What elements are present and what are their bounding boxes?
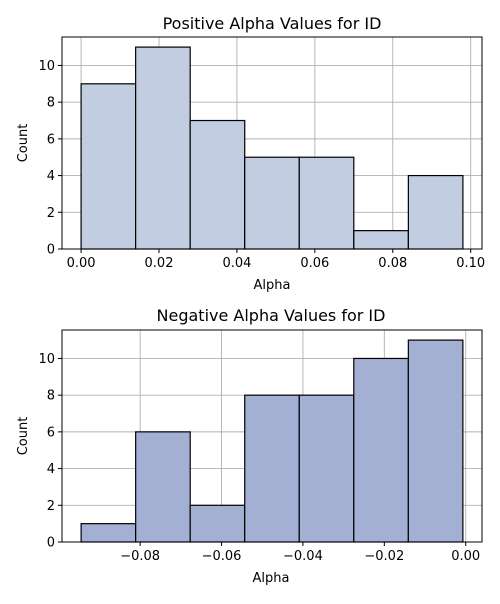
histogram-bar-positive bbox=[135, 46, 191, 250]
histogram-bar-negative bbox=[244, 394, 300, 543]
y-tick-label-negative: 4 bbox=[47, 462, 55, 477]
x-tick-label-positive: 0.08 bbox=[378, 256, 407, 271]
y-tick-label-negative: 10 bbox=[38, 352, 55, 367]
chart-positive: Positive Alpha Values for ID Alpha Count… bbox=[16, 14, 485, 293]
y-tick-label-negative: 6 bbox=[47, 425, 55, 440]
y-tick-label-positive: 10 bbox=[38, 59, 55, 74]
axes-frame-positive bbox=[61, 36, 483, 250]
histogram-bar-positive bbox=[407, 174, 464, 250]
histogram-bar-negative bbox=[298, 394, 355, 543]
y-tick-label-positive: 6 bbox=[47, 132, 55, 147]
x-tick-label-positive: 0.06 bbox=[300, 256, 329, 271]
x-tick-label-negative: 0.00 bbox=[451, 549, 480, 564]
y-tick-label-positive: 8 bbox=[47, 96, 55, 111]
y-axis-label-positive: Count bbox=[16, 124, 31, 163]
y-axis-label-negative: Count bbox=[16, 417, 31, 456]
histogram-bar-positive bbox=[298, 156, 355, 250]
x-tick-label-positive: 0.02 bbox=[145, 256, 174, 271]
chart-title-positive: Positive Alpha Values for ID bbox=[163, 14, 382, 33]
y-tick-label-negative: 0 bbox=[47, 536, 55, 551]
plot-area-negative: −0.08 −0.06 −0.04 −0.02 0.00 0 2 4 6 8 10 bbox=[38, 329, 483, 564]
plot-area-positive: 0.00 0.02 0.04 0.06 0.08 0.10 0 2 4 6 8 10 bbox=[38, 36, 485, 271]
y-tick-label-positive: 2 bbox=[47, 206, 55, 221]
x-tick-label-negative: −0.02 bbox=[364, 549, 404, 564]
y-tick-label-positive: 4 bbox=[47, 169, 55, 184]
histogram-bar-negative bbox=[353, 357, 409, 543]
histogram-bar-negative bbox=[407, 339, 464, 543]
x-tick-label-positive: 0.00 bbox=[67, 256, 96, 271]
histogram-bar-positive bbox=[353, 230, 409, 250]
x-axis-label-negative: Alpha bbox=[253, 571, 290, 586]
y-tick-label-negative: 2 bbox=[47, 499, 55, 514]
chart-negative: Negative Alpha Values for ID Alpha Count… bbox=[16, 306, 483, 586]
x-tick-label-negative: −0.04 bbox=[283, 549, 323, 564]
axes-frame-negative bbox=[61, 329, 483, 543]
x-tick-label-positive: 0.10 bbox=[456, 256, 485, 271]
histogram-bar-positive bbox=[80, 83, 137, 250]
x-tick-label-positive: 0.04 bbox=[222, 256, 251, 271]
histogram-bar-negative bbox=[189, 504, 246, 543]
x-axis-label-positive: Alpha bbox=[254, 278, 291, 293]
x-tick-label-negative: −0.08 bbox=[120, 549, 160, 564]
y-tick-label-negative: 8 bbox=[47, 389, 55, 404]
histogram-bar-negative bbox=[80, 523, 137, 543]
histogram-bar-negative bbox=[135, 431, 191, 543]
y-tick-label-positive: 0 bbox=[47, 243, 55, 258]
chart-title-negative: Negative Alpha Values for ID bbox=[157, 306, 386, 325]
histogram-bar-positive bbox=[189, 119, 246, 250]
x-tick-label-negative: −0.06 bbox=[202, 549, 242, 564]
histogram-bar-positive bbox=[244, 156, 300, 250]
